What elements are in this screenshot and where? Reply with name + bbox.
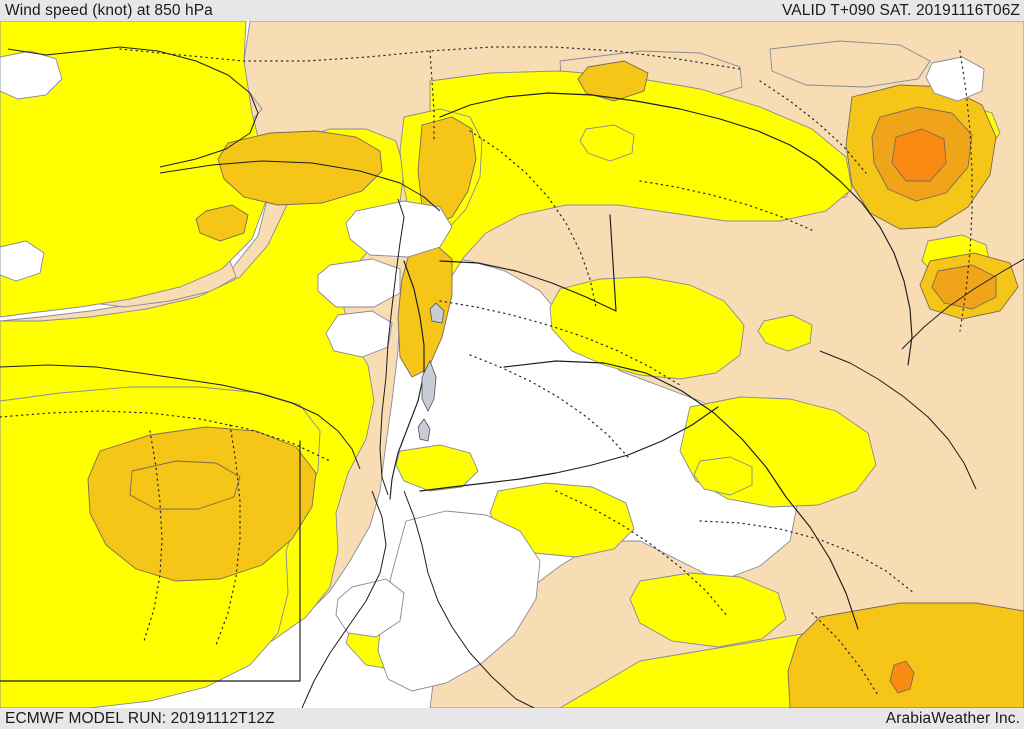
coastline-layer: [0, 46, 1024, 708]
page-title: Wind speed (knot) at 850 hPa: [5, 2, 213, 19]
band-layer-white-pockets: [0, 50, 985, 692]
model-run-label: ECMWF MODEL RUN: 20191112T12Z: [5, 710, 275, 727]
footer-bar: ECMWF MODEL RUN: 20191112T12Z ArabiaWeat…: [0, 708, 1024, 729]
header-bar: Wind speed (knot) at 850 hPa VALID T+090…: [0, 0, 1024, 21]
wind-speed-contour-svg: [0, 21, 1024, 708]
valid-time-label: VALID T+090 SAT. 20191116T06Z: [782, 2, 1020, 19]
inland-water-layer: [417, 302, 445, 442]
dead-sea-south-shape: [417, 418, 431, 442]
dead-sea-shape: [421, 360, 437, 412]
country-border-solid-layer: [0, 92, 913, 682]
sea-of-galilee-shape: [429, 302, 445, 324]
map-canvas[interactable]: [0, 21, 1024, 708]
province-border-dotted-layer: [0, 46, 973, 696]
band-layer-deep-orange: [889, 128, 947, 694]
provider-label: ArabiaWeather Inc.: [885, 710, 1020, 727]
